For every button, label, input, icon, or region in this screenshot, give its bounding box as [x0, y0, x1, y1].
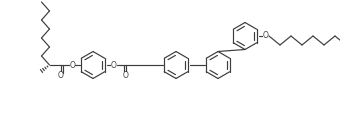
- Text: O: O: [122, 71, 129, 80]
- Text: O: O: [110, 61, 116, 70]
- Text: O: O: [70, 61, 75, 70]
- Text: O: O: [262, 31, 269, 41]
- Text: O: O: [57, 71, 64, 80]
